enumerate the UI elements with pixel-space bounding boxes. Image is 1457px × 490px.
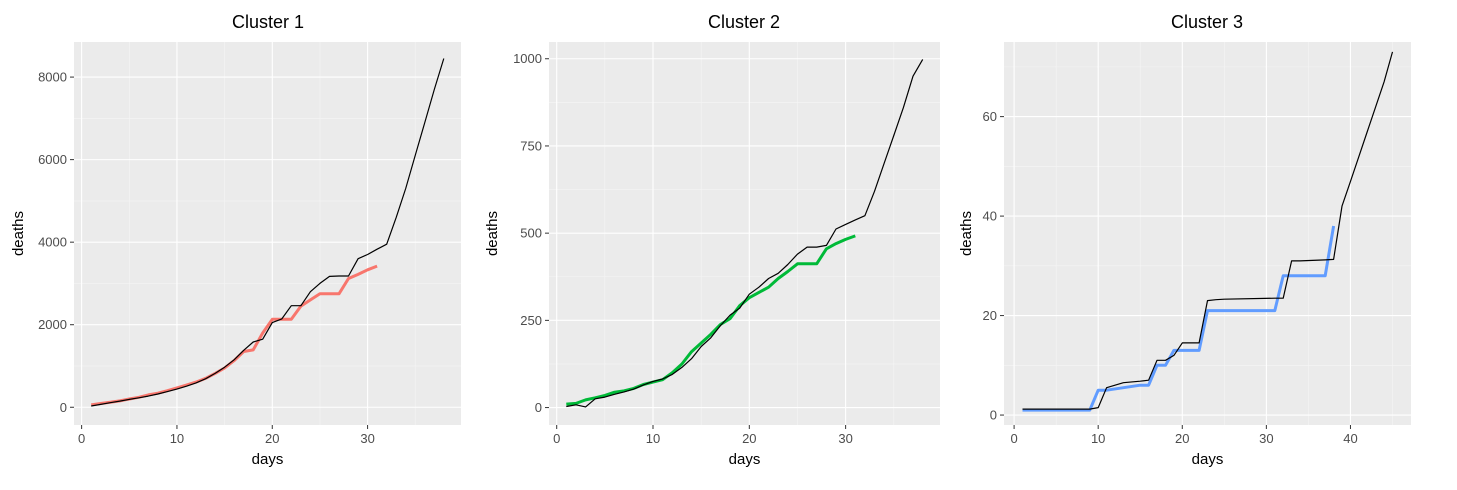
y-tick-label: 40 bbox=[983, 209, 997, 224]
chart-panel-1: 0 10 20 30 0 2000 4000 6000 8000 Cluster 1 days dea… bbox=[10, 12, 461, 468]
y-tick-label: 1000 bbox=[513, 51, 542, 66]
x-tick-label: 10 bbox=[170, 431, 184, 446]
y-tick-label: 0 bbox=[60, 400, 67, 415]
y-axis-label: deaths bbox=[10, 211, 27, 256]
x-tick-label: 40 bbox=[1343, 431, 1357, 446]
x-tick-label: 10 bbox=[646, 431, 660, 446]
y-tick-label: 2000 bbox=[38, 317, 67, 332]
chart-panel-3: 0 10 20 30 40 0 20 40 60 Cluster 3 days deaths bbox=[958, 12, 1411, 468]
y-tick-label: 0 bbox=[990, 408, 997, 423]
x-tick-label: 0 bbox=[1010, 431, 1017, 446]
y-axis-label: deaths bbox=[484, 211, 501, 256]
x-tick-label: 0 bbox=[78, 431, 85, 446]
fitted-series-line bbox=[91, 58, 445, 407]
fitted-series-line bbox=[1022, 51, 1394, 410]
x-tick-label: 30 bbox=[1259, 431, 1273, 446]
plot-background bbox=[1004, 42, 1411, 425]
y-tick-label: 60 bbox=[983, 109, 997, 124]
observed-series-line bbox=[1022, 225, 1336, 412]
x-tick-label: 20 bbox=[265, 431, 279, 446]
chart-title: Cluster 2 bbox=[708, 12, 780, 32]
x-tick-label: 10 bbox=[1091, 431, 1105, 446]
x-axis-label: days bbox=[729, 451, 761, 468]
y-tick-label: 750 bbox=[520, 138, 542, 153]
y-tick-label: 20 bbox=[983, 308, 997, 323]
y-tick-label: 4000 bbox=[38, 235, 67, 250]
x-tick-label: 0 bbox=[553, 431, 560, 446]
y-tick-label: 6000 bbox=[38, 152, 67, 167]
y-tick-label: 8000 bbox=[38, 70, 67, 85]
x-tick-label: 30 bbox=[360, 431, 374, 446]
chart-title: Cluster 3 bbox=[1171, 12, 1243, 32]
y-tick-label: 500 bbox=[520, 226, 542, 241]
y-tick-label: 0 bbox=[535, 400, 542, 415]
fitted-series-line bbox=[566, 59, 924, 408]
y-axis-label: deaths bbox=[958, 211, 975, 256]
chart-panel-2: 0 10 20 30 0 250 500 750 1000 Cluster 2 days deaths bbox=[484, 12, 940, 468]
observed-series-line bbox=[566, 234, 856, 406]
x-tick-label: 20 bbox=[1175, 431, 1189, 446]
x-tick-label: 30 bbox=[838, 431, 852, 446]
x-tick-label: 20 bbox=[742, 431, 756, 446]
y-tick-label: 250 bbox=[520, 313, 542, 328]
x-axis-label: days bbox=[252, 451, 284, 468]
chart-title: Cluster 1 bbox=[232, 12, 304, 32]
x-axis-label: days bbox=[1192, 451, 1224, 468]
plot-background bbox=[74, 42, 461, 425]
